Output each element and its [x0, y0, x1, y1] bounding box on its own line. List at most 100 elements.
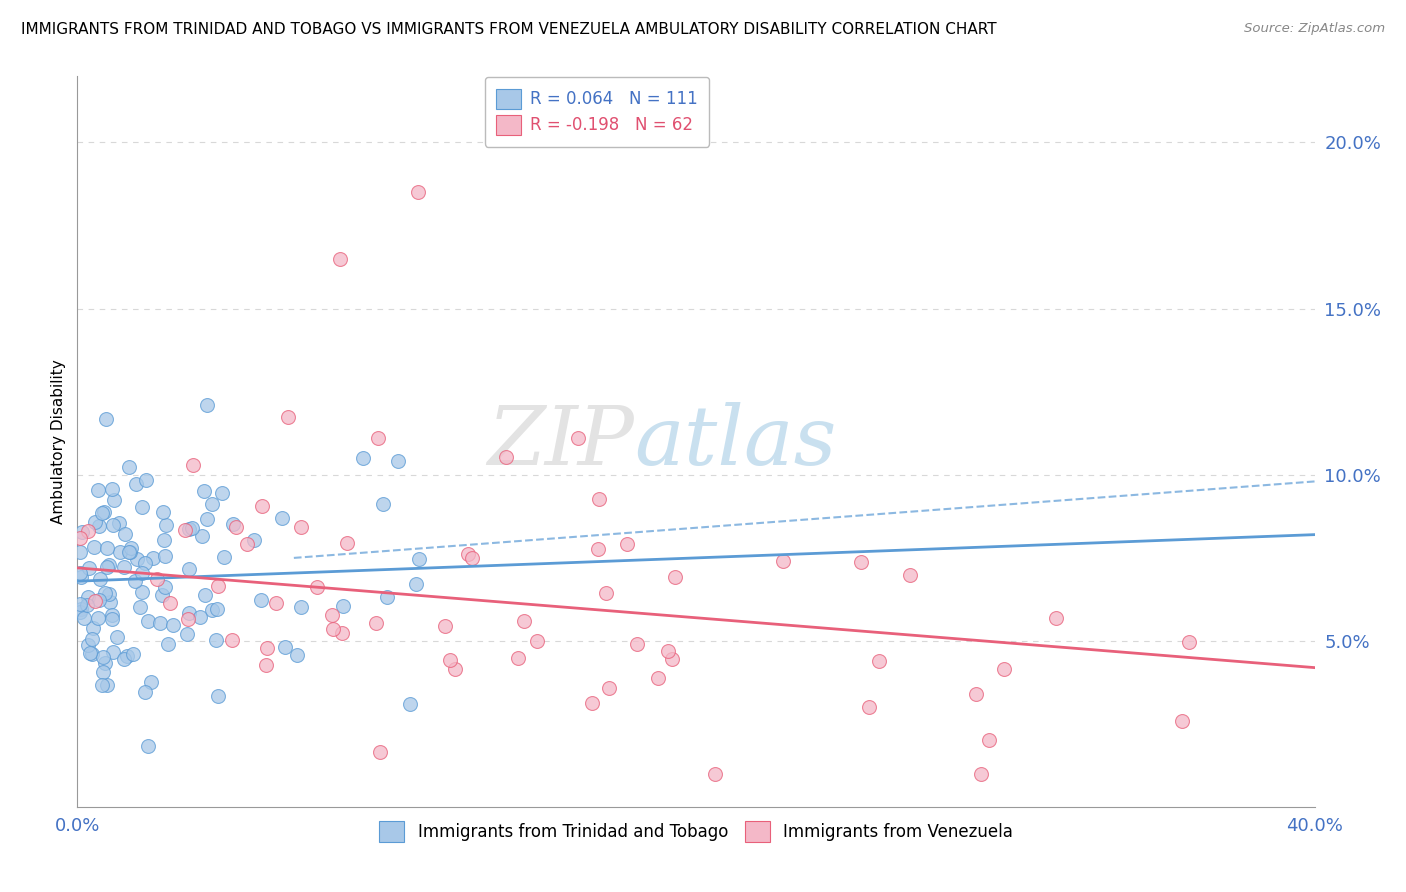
Point — [993, 662, 1015, 676]
Point — [97, 587, 120, 601]
Point — [91, 677, 114, 691]
Point — [285, 648, 308, 663]
Point — [225, 520, 247, 534]
Point — [76, 598, 98, 612]
Point — [249, 592, 271, 607]
Point — [254, 657, 277, 672]
Point — [214, 550, 236, 565]
Point — [115, 649, 138, 664]
Point — [434, 618, 457, 632]
Point — [82, 621, 104, 635]
Point — [124, 574, 146, 588]
Point — [588, 492, 610, 507]
Point — [201, 497, 224, 511]
Point — [236, 537, 259, 551]
Point — [94, 656, 117, 670]
Point — [180, 521, 202, 535]
Point — [157, 637, 180, 651]
Point — [321, 608, 343, 623]
Point — [595, 586, 617, 600]
Point — [87, 593, 110, 607]
Point — [96, 559, 118, 574]
Point — [162, 617, 184, 632]
Point — [69, 531, 91, 545]
Point — [117, 459, 139, 474]
Point — [405, 577, 427, 591]
Point — [83, 540, 105, 554]
Point — [131, 500, 153, 514]
Point — [332, 599, 354, 613]
Point — [858, 700, 880, 714]
Point — [77, 590, 100, 604]
Point — [105, 630, 128, 644]
Point — [526, 634, 548, 648]
Y-axis label: Ambulatory Disability: Ambulatory Disability — [51, 359, 66, 524]
Point — [647, 671, 669, 685]
Point — [664, 570, 686, 584]
Point — [120, 545, 142, 559]
Point — [79, 646, 101, 660]
Point — [307, 581, 329, 595]
Point — [271, 510, 294, 524]
Point — [121, 647, 143, 661]
Point — [145, 572, 167, 586]
Point — [221, 633, 243, 648]
Point — [114, 560, 136, 574]
Point — [373, 497, 395, 511]
Point — [461, 551, 484, 566]
Point — [588, 542, 610, 557]
Point — [155, 549, 177, 563]
Point — [264, 596, 287, 610]
Point — [73, 611, 96, 625]
Point — [336, 536, 359, 550]
Point — [82, 632, 104, 646]
Text: ZIP: ZIP — [488, 401, 634, 482]
Point — [69, 597, 91, 611]
Point — [661, 652, 683, 666]
Point — [205, 632, 228, 647]
Point — [211, 486, 233, 500]
Point — [79, 561, 101, 575]
Point — [329, 252, 352, 266]
Point — [322, 622, 344, 636]
Point — [179, 562, 201, 576]
Point — [134, 684, 156, 698]
Point — [91, 665, 114, 679]
Point — [83, 515, 105, 529]
Point — [965, 687, 987, 701]
Point — [103, 493, 125, 508]
Point — [274, 640, 297, 654]
Point — [108, 545, 131, 559]
Point — [290, 520, 312, 534]
Point — [970, 767, 993, 781]
Point — [87, 518, 110, 533]
Point — [332, 626, 354, 640]
Point — [103, 518, 125, 533]
Text: Source: ZipAtlas.com: Source: ZipAtlas.com — [1244, 22, 1385, 36]
Point — [207, 690, 229, 704]
Point — [131, 585, 153, 599]
Point — [181, 458, 204, 472]
Point — [98, 595, 121, 609]
Point — [207, 579, 229, 593]
Point — [195, 512, 218, 526]
Text: IMMIGRANTS FROM TRINIDAD AND TOBAGO VS IMMIGRANTS FROM VENEZUELA AMBULATORY DISA: IMMIGRANTS FROM TRINIDAD AND TOBAGO VS I… — [21, 22, 997, 37]
Point — [387, 454, 409, 468]
Point — [898, 568, 921, 582]
Point — [152, 533, 174, 548]
Point — [201, 603, 224, 617]
Point — [152, 505, 174, 519]
Point — [84, 594, 107, 608]
Point — [243, 533, 266, 547]
Point — [108, 516, 131, 530]
Point — [91, 506, 114, 520]
Point — [125, 476, 148, 491]
Point — [1177, 635, 1199, 649]
Point — [399, 697, 422, 711]
Point — [70, 570, 93, 584]
Point — [626, 637, 648, 651]
Point — [129, 600, 152, 615]
Point — [406, 185, 429, 199]
Point — [103, 645, 125, 659]
Point — [136, 615, 159, 629]
